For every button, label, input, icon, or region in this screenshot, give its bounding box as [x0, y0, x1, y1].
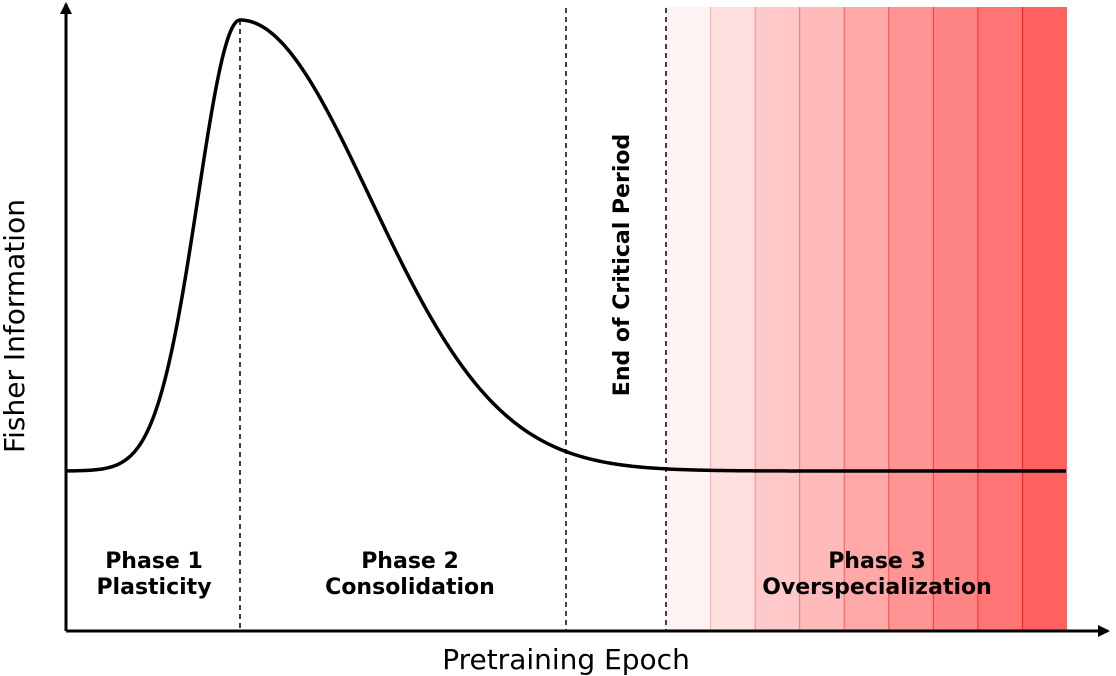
x-axis-label: Pretraining Epoch — [442, 643, 690, 676]
overspecialization-band — [666, 7, 711, 630]
overspecialization-band — [844, 7, 889, 630]
overspecialization-band — [933, 7, 978, 630]
phase3-name: Overspecialization — [762, 575, 992, 600]
critical-period-label: End of Critical Period — [610, 134, 635, 396]
phase3-title: Phase 3 — [828, 549, 926, 574]
fisher-information-curve — [65, 18, 1066, 473]
overspecialization-band — [799, 7, 845, 630]
phase2-title: Phase 2 — [361, 549, 459, 574]
y-axis-label: Fisher Information — [0, 199, 31, 453]
overspecialization-band — [710, 7, 756, 630]
overspecialization-shading — [666, 7, 1067, 630]
overspecialization-band — [1022, 7, 1067, 630]
phase1-title: Phase 1 — [105, 549, 203, 574]
overspecialization-band — [888, 7, 934, 630]
phase2-name: Consolidation — [325, 575, 495, 600]
phase1-name: Plasticity — [96, 575, 211, 600]
overspecialization-band — [977, 7, 1023, 630]
overspecialization-band — [755, 7, 800, 630]
